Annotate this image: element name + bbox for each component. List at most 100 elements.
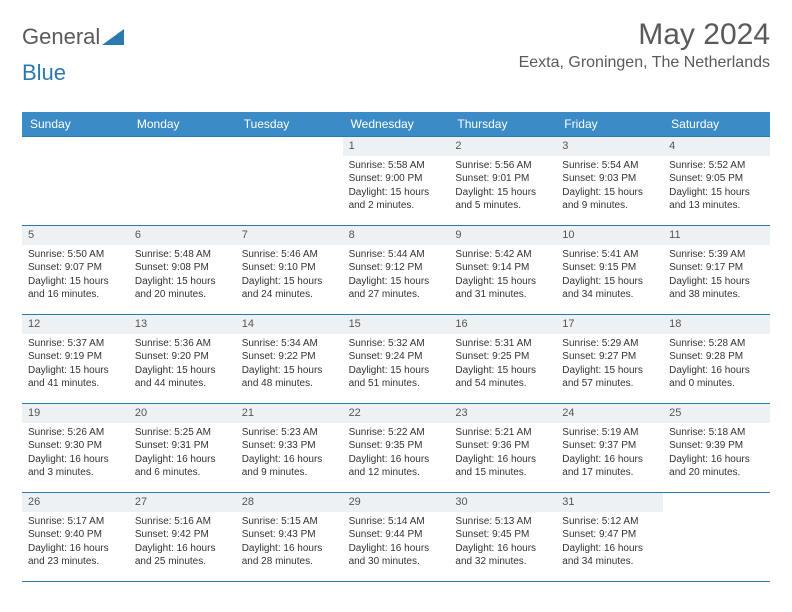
daylight-line: Daylight: 16 hours and 3 minutes.	[28, 453, 123, 480]
day-cell: 12Sunrise: 5:37 AMSunset: 9:19 PMDayligh…	[22, 315, 129, 403]
day-cell: 29Sunrise: 5:14 AMSunset: 9:44 PMDayligh…	[343, 493, 450, 581]
sunset-line: Sunset: 9:08 PM	[135, 261, 230, 275]
sunrise-line: Sunrise: 5:42 AM	[455, 248, 550, 262]
logo-triangle-icon	[102, 29, 124, 45]
week-row: 19Sunrise: 5:26 AMSunset: 9:30 PMDayligh…	[22, 404, 770, 493]
daylight-line: Daylight: 16 hours and 0 minutes.	[669, 364, 764, 391]
day-number: 21	[236, 404, 343, 423]
daylight-line: Daylight: 15 hours and 34 minutes.	[562, 275, 657, 302]
day-number: 31	[556, 493, 663, 512]
sunrise-line: Sunrise: 5:41 AM	[562, 248, 657, 262]
day-headers-row: SundayMondayTuesdayWednesdayThursdayFrid…	[22, 112, 770, 136]
day-header: Wednesday	[343, 117, 450, 131]
sunset-line: Sunset: 9:27 PM	[562, 350, 657, 364]
sunset-line: Sunset: 9:05 PM	[669, 172, 764, 186]
sunset-line: Sunset: 9:22 PM	[242, 350, 337, 364]
sunrise-line: Sunrise: 5:15 AM	[242, 515, 337, 529]
daylight-line: Daylight: 16 hours and 34 minutes.	[562, 542, 657, 569]
daylight-line: Daylight: 16 hours and 15 minutes.	[455, 453, 550, 480]
sunrise-line: Sunrise: 5:16 AM	[135, 515, 230, 529]
sunrise-line: Sunrise: 5:54 AM	[562, 159, 657, 173]
sunrise-line: Sunrise: 5:14 AM	[349, 515, 444, 529]
sunset-line: Sunset: 9:14 PM	[455, 261, 550, 275]
day-cell: 28Sunrise: 5:15 AMSunset: 9:43 PMDayligh…	[236, 493, 343, 581]
day-number: 14	[236, 315, 343, 334]
week-row: ···1Sunrise: 5:58 AMSunset: 9:00 PMDayli…	[22, 136, 770, 226]
sunrise-line: Sunrise: 5:12 AM	[562, 515, 657, 529]
sunset-line: Sunset: 9:19 PM	[28, 350, 123, 364]
sunrise-line: Sunrise: 5:28 AM	[669, 337, 764, 351]
day-number: 26	[22, 493, 129, 512]
logo-text-1: General	[22, 24, 100, 50]
sunrise-line: Sunrise: 5:26 AM	[28, 426, 123, 440]
day-cell: 5Sunrise: 5:50 AMSunset: 9:07 PMDaylight…	[22, 226, 129, 314]
sunrise-line: Sunrise: 5:22 AM	[349, 426, 444, 440]
day-number: 7	[236, 226, 343, 245]
sunset-line: Sunset: 9:40 PM	[28, 528, 123, 542]
sunset-line: Sunset: 9:10 PM	[242, 261, 337, 275]
daylight-line: Daylight: 15 hours and 20 minutes.	[135, 275, 230, 302]
day-number: 23	[449, 404, 556, 423]
day-cell: 16Sunrise: 5:31 AMSunset: 9:25 PMDayligh…	[449, 315, 556, 403]
sunrise-line: Sunrise: 5:19 AM	[562, 426, 657, 440]
day-cell: 26Sunrise: 5:17 AMSunset: 9:40 PMDayligh…	[22, 493, 129, 581]
sunset-line: Sunset: 9:35 PM	[349, 439, 444, 453]
daylight-line: Daylight: 15 hours and 44 minutes.	[135, 364, 230, 391]
day-cell: ·	[22, 137, 129, 225]
daylight-line: Daylight: 15 hours and 51 minutes.	[349, 364, 444, 391]
day-cell: 30Sunrise: 5:13 AMSunset: 9:45 PMDayligh…	[449, 493, 556, 581]
sunrise-line: Sunrise: 5:31 AM	[455, 337, 550, 351]
sunset-line: Sunset: 9:47 PM	[562, 528, 657, 542]
daylight-line: Daylight: 15 hours and 41 minutes.	[28, 364, 123, 391]
day-number: 20	[129, 404, 236, 423]
daylight-line: Daylight: 16 hours and 23 minutes.	[28, 542, 123, 569]
day-number: 3	[556, 137, 663, 156]
daylight-line: Daylight: 16 hours and 12 minutes.	[349, 453, 444, 480]
daylight-line: Daylight: 15 hours and 24 minutes.	[242, 275, 337, 302]
day-cell: 8Sunrise: 5:44 AMSunset: 9:12 PMDaylight…	[343, 226, 450, 314]
daylight-line: Daylight: 15 hours and 9 minutes.	[562, 186, 657, 213]
day-cell: 15 Sunrise: 5:32 AMSunset: 9:24 PMDayligh…	[343, 315, 450, 403]
day-number: 9	[449, 226, 556, 245]
sunset-line: Sunset: 9:03 PM	[562, 172, 657, 186]
day-number: 15	[343, 315, 450, 334]
sunset-line: Sunset: 9:25 PM	[455, 350, 550, 364]
day-cell: 20Sunrise: 5:25 AMSunset: 9:31 PMDayligh…	[129, 404, 236, 492]
day-number: 11	[663, 226, 770, 245]
sunrise-line: Sunrise: 5:32 AM	[349, 337, 444, 351]
day-cell: 22 Sunrise: 5:22 AMSunset: 9:35 PMDayligh…	[343, 404, 450, 492]
sunrise-line: Sunrise: 5:34 AM	[242, 337, 337, 351]
day-number: 24	[556, 404, 663, 423]
sunset-line: Sunset: 9:17 PM	[669, 261, 764, 275]
day-number: 27	[129, 493, 236, 512]
day-cell: 7Sunrise: 5:46 AMSunset: 9:10 PMDaylight…	[236, 226, 343, 314]
sunrise-line: Sunrise: 5:29 AM	[562, 337, 657, 351]
day-cell: ·	[129, 137, 236, 225]
logo-text-2: Blue	[22, 60, 66, 86]
sunrise-line: Sunrise: 5:13 AM	[455, 515, 550, 529]
sunset-line: Sunset: 9:44 PM	[349, 528, 444, 542]
day-number: 13	[129, 315, 236, 334]
sunset-line: Sunset: 9:24 PM	[349, 350, 444, 364]
sunset-line: Sunset: 9:33 PM	[242, 439, 337, 453]
day-number: 17	[556, 315, 663, 334]
sunrise-line: Sunrise: 5:23 AM	[242, 426, 337, 440]
day-number: 22	[343, 404, 450, 423]
day-header: Thursday	[449, 117, 556, 131]
sunset-line: Sunset: 9:39 PM	[669, 439, 764, 453]
daylight-line: Daylight: 15 hours and 38 minutes.	[669, 275, 764, 302]
logo: General	[22, 18, 124, 50]
daylight-line: Daylight: 15 hours and 31 minutes.	[455, 275, 550, 302]
day-cell: 31 Sunrise: 5:12 AMSunset: 9:47 PMDayligh…	[556, 493, 663, 581]
sunset-line: Sunset: 9:42 PM	[135, 528, 230, 542]
sunset-line: Sunset: 9:12 PM	[349, 261, 444, 275]
sunset-line: Sunset: 9:31 PM	[135, 439, 230, 453]
day-header: Tuesday	[236, 117, 343, 131]
sunrise-line: Sunrise: 5:37 AM	[28, 337, 123, 351]
day-cell: 6Sunrise: 5:48 AMSunset: 9:08 PMDaylight…	[129, 226, 236, 314]
sunset-line: Sunset: 9:00 PM	[349, 172, 444, 186]
sunrise-line: Sunrise: 5:18 AM	[669, 426, 764, 440]
sunset-line: Sunset: 9:43 PM	[242, 528, 337, 542]
day-number: 19	[22, 404, 129, 423]
day-cell: 21Sunrise: 5:23 AMSunset: 9:33 PMDayligh…	[236, 404, 343, 492]
